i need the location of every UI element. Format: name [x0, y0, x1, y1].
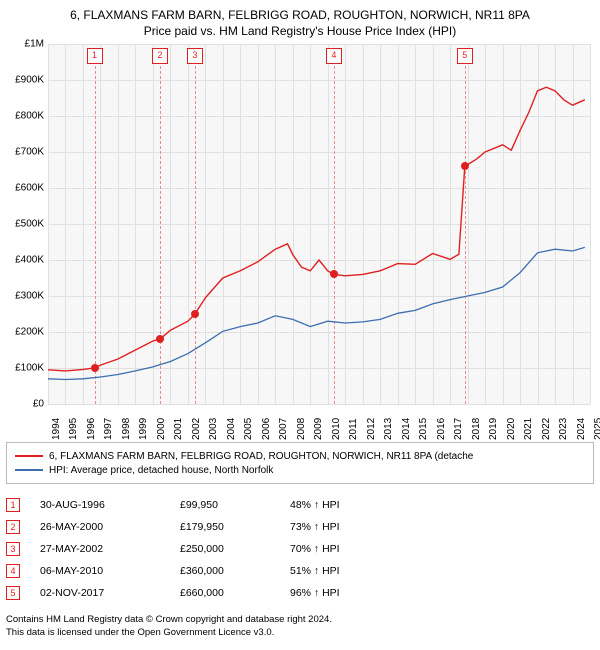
y-tick-label: £400K — [6, 255, 44, 266]
y-tick-label: £200K — [6, 327, 44, 338]
y-tick-label: £1M — [6, 39, 44, 50]
price-chart: 1 2 3 4 5 £0 £100K £200K £300K £400K £500K £600K £7… — [6, 44, 594, 434]
footer: Contains HM Land Registry data © Crown c… — [6, 614, 594, 640]
x-tick-label: 2001 — [173, 418, 175, 440]
table-row: 2 26-MAY-2000£179,95073% ↑ HPI — [6, 516, 594, 538]
y-tick-label: £800K — [6, 111, 44, 122]
x-tick-label: 1997 — [103, 418, 105, 440]
table-row: 3 27-MAY-2002£250,00070% ↑ HPI — [6, 538, 594, 560]
x-tick-label: 2010 — [331, 418, 333, 440]
row-date: 30-AUG-1996 — [40, 499, 180, 511]
row-pct: 51% ↑ HPI — [290, 565, 390, 577]
legend-label: HPI: Average price, detached house, Nort… — [49, 465, 273, 476]
x-tick-label: 2021 — [523, 418, 525, 440]
row-price: £99,950 — [180, 499, 290, 511]
x-tick-label: 1995 — [68, 418, 70, 440]
x-tick-label: 1996 — [86, 418, 88, 440]
x-tick-label: 2006 — [261, 418, 263, 440]
row-pct: 96% ↑ HPI — [290, 587, 390, 599]
plot-region: 1 2 3 4 5 — [48, 44, 590, 404]
x-tick-label: 2025 — [593, 418, 595, 440]
legend-swatch-red — [15, 455, 43, 457]
x-tick-label: 2018 — [471, 418, 473, 440]
transaction-marker: 3 — [187, 48, 203, 64]
footer-line-2: This data is licensed under the Open Gov… — [6, 627, 594, 640]
row-price: £250,000 — [180, 543, 290, 555]
transactions-table: 1 30-AUG-1996£99,95048% ↑ HPI 2 26-MAY-2000… — [6, 494, 594, 604]
x-tick-label: 2009 — [313, 418, 315, 440]
table-row: 5 02-NOV-2017£660,00096% ↑ HPI — [6, 582, 594, 604]
row-marker: 2 — [6, 520, 20, 534]
chart-svg — [48, 44, 590, 404]
table-row: 4 06-MAY-2010£360,00051% ↑ HPI — [6, 560, 594, 582]
x-tick-label: 1994 — [51, 418, 53, 440]
x-tick-label: 2012 — [366, 418, 368, 440]
x-tick-label: 2002 — [191, 418, 193, 440]
row-date: 27-MAY-2002 — [40, 543, 180, 555]
row-pct: 70% ↑ HPI — [290, 543, 390, 555]
x-tick-label: 2008 — [296, 418, 298, 440]
transaction-marker: 5 — [457, 48, 473, 64]
transaction-point — [156, 335, 164, 343]
table-row: 1 30-AUG-1996£99,95048% ↑ HPI — [6, 494, 594, 516]
row-marker: 1 — [6, 498, 20, 512]
x-tick-label: 2003 — [208, 418, 210, 440]
row-date: 06-MAY-2010 — [40, 565, 180, 577]
y-tick-label: £0 — [6, 399, 44, 410]
transaction-point — [330, 270, 338, 278]
transaction-point — [461, 162, 469, 170]
row-date: 26-MAY-2000 — [40, 521, 180, 533]
legend: 6, FLAXMANS FARM BARN, FELBRIGG ROAD, RO… — [6, 442, 594, 484]
row-pct: 48% ↑ HPI — [290, 499, 390, 511]
x-tick-label: 2015 — [418, 418, 420, 440]
row-price: £360,000 — [180, 565, 290, 577]
x-tick-label: 2011 — [348, 418, 350, 440]
y-tick-label: £500K — [6, 219, 44, 230]
x-tick-label: 2005 — [243, 418, 245, 440]
title-line-1: 6, FLAXMANS FARM BARN, FELBRIGG ROAD, RO… — [6, 8, 594, 22]
row-marker: 4 — [6, 564, 20, 578]
y-tick-label: £100K — [6, 363, 44, 374]
transaction-point — [91, 364, 99, 372]
x-tick-label: 2019 — [488, 418, 490, 440]
row-pct: 73% ↑ HPI — [290, 521, 390, 533]
y-tick-label: £600K — [6, 183, 44, 194]
y-tick-label: £700K — [6, 147, 44, 158]
transaction-marker: 4 — [326, 48, 342, 64]
legend-label: 6, FLAXMANS FARM BARN, FELBRIGG ROAD, RO… — [49, 451, 473, 462]
transaction-marker: 2 — [152, 48, 168, 64]
row-marker: 3 — [6, 542, 20, 556]
x-tick-label: 2024 — [576, 418, 578, 440]
x-tick-label: 2014 — [401, 418, 403, 440]
x-tick-label: 2020 — [506, 418, 508, 440]
x-tick-label: 2000 — [156, 418, 158, 440]
x-tick-label: 2013 — [383, 418, 385, 440]
row-price: £179,950 — [180, 521, 290, 533]
x-tick-label: 2017 — [453, 418, 455, 440]
footer-line-1: Contains HM Land Registry data © Crown c… — [6, 614, 594, 627]
transaction-marker: 1 — [87, 48, 103, 64]
x-tick-label: 2016 — [436, 418, 438, 440]
title-line-2: Price paid vs. HM Land Registry's House … — [6, 24, 594, 38]
x-tick-label: 2022 — [541, 418, 543, 440]
y-tick-label: £900K — [6, 75, 44, 86]
transaction-point — [191, 310, 199, 318]
y-tick-label: £300K — [6, 291, 44, 302]
x-tick-label: 1999 — [138, 418, 140, 440]
legend-swatch-blue — [15, 469, 43, 471]
x-tick-label: 1998 — [121, 418, 123, 440]
row-price: £660,000 — [180, 587, 290, 599]
x-tick-label: 2004 — [226, 418, 228, 440]
x-tick-label: 2023 — [558, 418, 560, 440]
legend-item-hpi: HPI: Average price, detached house, Nort… — [15, 463, 585, 477]
row-marker: 5 — [6, 586, 20, 600]
legend-item-property: 6, FLAXMANS FARM BARN, FELBRIGG ROAD, RO… — [15, 449, 585, 463]
x-tick-label: 2007 — [278, 418, 280, 440]
row-date: 02-NOV-2017 — [40, 587, 180, 599]
